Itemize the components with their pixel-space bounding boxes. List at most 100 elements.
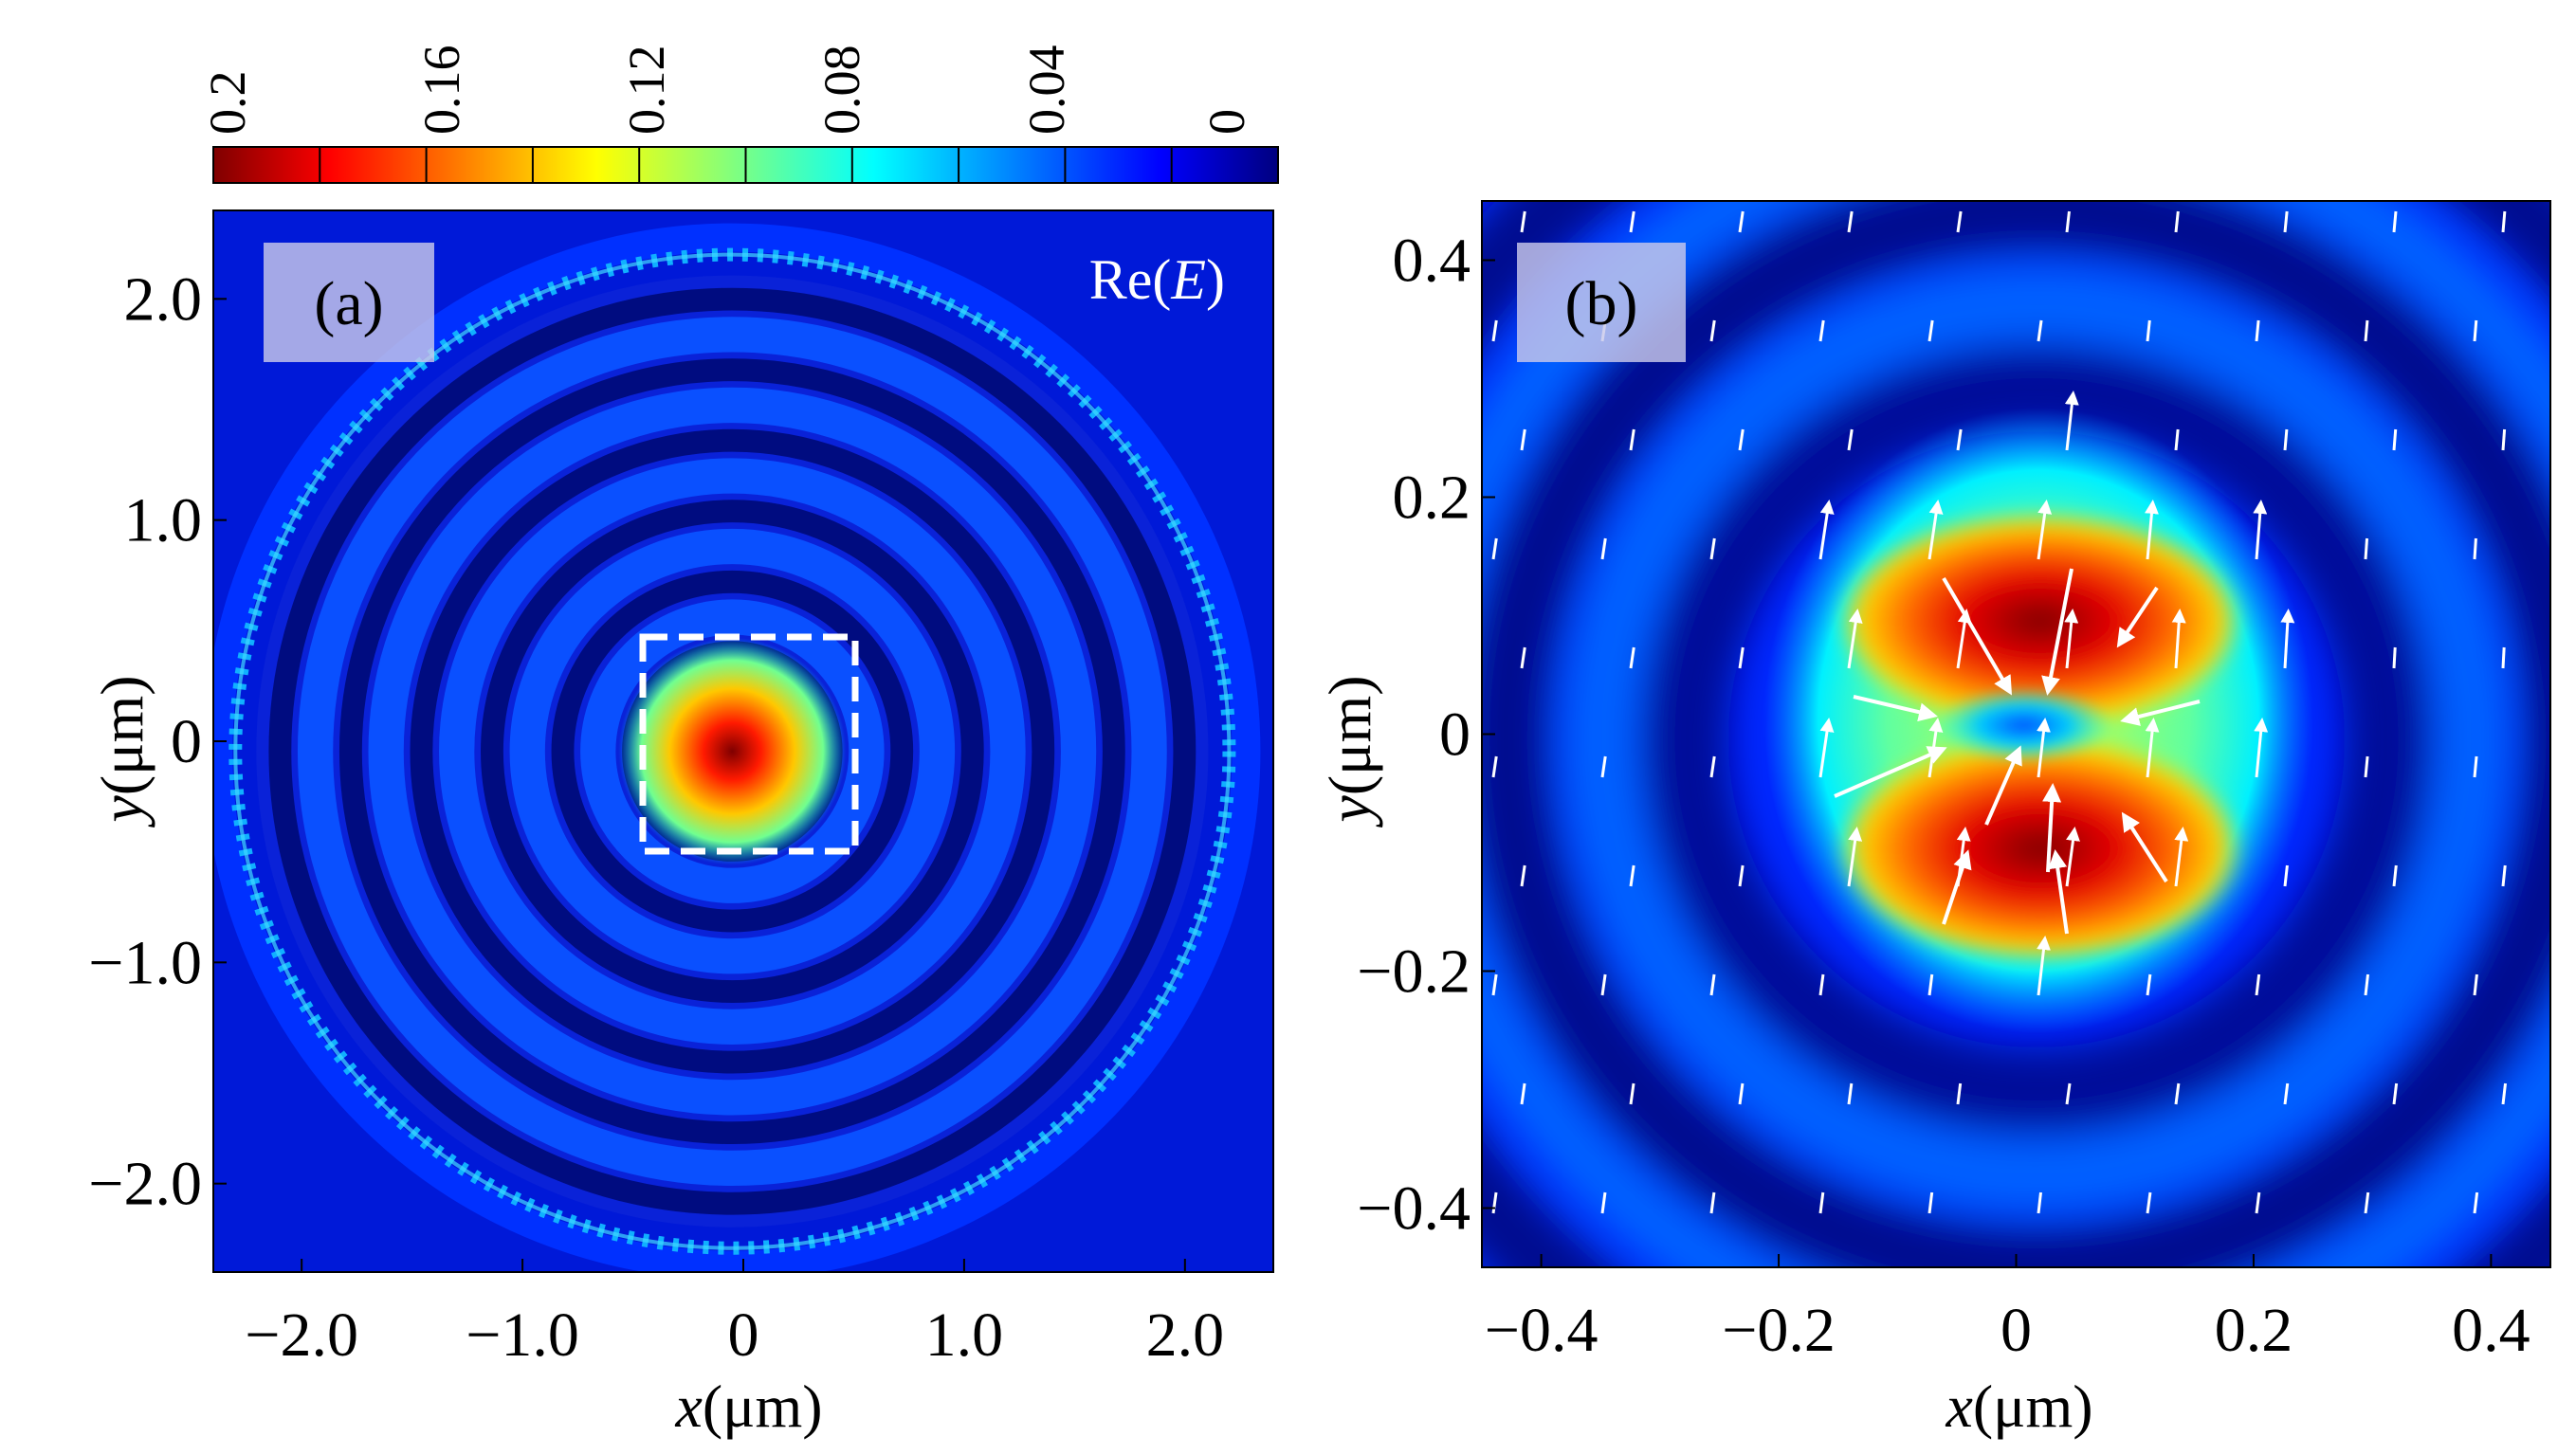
field-arrow <box>2144 500 2159 560</box>
field-arrow <box>1942 576 2013 696</box>
field-arrow <box>2065 827 2080 887</box>
field-arrow <box>1847 1082 1854 1105</box>
field-arrow <box>1600 973 1607 996</box>
colorbar-tick-label: 0 <box>1198 109 1255 135</box>
field-arrow <box>2065 210 2071 233</box>
field-arrow <box>2473 755 2478 778</box>
field-arrow <box>2283 210 2289 233</box>
field-arrow <box>1738 864 1745 887</box>
field-arrow <box>1927 1191 1934 1214</box>
field-arrow <box>2501 1082 2508 1105</box>
field-arrow <box>1520 864 1526 887</box>
field-arrow <box>1738 646 1745 669</box>
field-arrow <box>2473 319 2478 342</box>
field-arrow <box>2254 718 2269 778</box>
field-arrow <box>1847 827 1863 887</box>
panel-a-label-box <box>264 243 434 362</box>
x-tick-label: −1.0 <box>466 1300 579 1370</box>
field-arrow <box>1491 755 1498 778</box>
field-arrow <box>2473 537 2477 560</box>
field-arrow <box>1520 1082 1526 1105</box>
field-arrow <box>2364 755 2369 778</box>
x-tick-label: −2.0 <box>245 1300 358 1370</box>
field-arrow <box>2392 428 2398 451</box>
panel-a-center-peak <box>618 637 847 865</box>
field-arrow <box>2145 718 2160 778</box>
y-tick-label: −1.0 <box>88 928 202 997</box>
field-arrow <box>2064 609 2079 669</box>
panel-b-label: (b) <box>1565 269 1638 338</box>
colorbar-tick-label: 0.04 <box>1018 45 1075 136</box>
field-arrow <box>2121 811 2168 883</box>
field-arrow <box>1834 746 1947 798</box>
outer-halo <box>213 223 1261 1272</box>
field-arrow <box>2146 1191 2152 1214</box>
field-arrow <box>1491 319 1498 342</box>
field-arrow <box>2048 849 2069 935</box>
field-arrow <box>2065 1082 2072 1105</box>
y-tick-label: 1.0 <box>124 486 203 555</box>
field-arrow <box>1956 1082 1963 1105</box>
outer-ring-edge <box>233 252 1232 1250</box>
field-arrow <box>2116 586 2159 648</box>
dark-ring <box>551 570 914 933</box>
panel-a-label: (a) <box>314 269 383 338</box>
field-arrow <box>2037 718 2051 778</box>
panel-b-heatmap <box>1482 201 2550 1267</box>
y-tick-label: 0 <box>1439 700 1471 770</box>
field-arrow <box>1709 537 1716 560</box>
field-arrow <box>2171 609 2186 669</box>
panel-b-lobe-lower <box>1836 735 2244 962</box>
field-arrow <box>1927 973 1934 996</box>
field-arrow <box>2255 1191 2261 1214</box>
field-arrow <box>1600 1191 1607 1214</box>
field-arrow <box>2392 210 2398 233</box>
field-arrow <box>1709 1191 1716 1214</box>
y-tick-label: −0.4 <box>1357 1174 1471 1244</box>
panel-b: (b) −0.4 −0.2 0 0.2 0.4 0.4 0.2 0 −0.2 −0.4 x(μm)… <box>1316 200 2551 1440</box>
field-arrow <box>1709 319 1716 342</box>
field-arrow <box>1709 755 1716 778</box>
field-arrow <box>2501 428 2507 451</box>
panel-a-x-axis-label: x(μm) <box>674 1373 822 1440</box>
field-arrow <box>1818 718 1835 778</box>
field-arrow <box>1520 210 1526 233</box>
field-arrow <box>1520 428 1526 451</box>
bright-ring <box>509 528 956 974</box>
field-arrow <box>2473 1191 2479 1214</box>
field-arrow <box>2174 1082 2181 1105</box>
field-arrow <box>1818 319 1825 342</box>
field-arrow <box>1738 210 1745 233</box>
field-arrow <box>2174 428 2180 451</box>
field-arrow <box>1709 973 1716 996</box>
panel-b-field-arrows <box>1491 210 2508 1214</box>
field-arrow <box>2392 1082 2399 1105</box>
panel-b-y-axis-label: y(μm) <box>1316 675 1383 828</box>
x-tick-label: 0.2 <box>2215 1296 2293 1365</box>
bright-ring <box>439 458 1026 1045</box>
field-arrow <box>2174 210 2180 233</box>
field-arrow <box>1818 500 1835 560</box>
field-arrow <box>1942 849 1972 925</box>
colorbar: 0.2 0.16 0.12 0.08 0.04 0 <box>199 45 1279 184</box>
bright-ring <box>580 599 885 903</box>
field-arrow <box>2037 936 2051 996</box>
panel-a-y-axis-label: y(μm) <box>88 675 155 828</box>
field-arrow <box>2473 973 2478 996</box>
field-arrow <box>2392 864 2398 887</box>
field-arrow <box>1956 210 1963 233</box>
field-arrow <box>1818 973 1825 996</box>
x-tick-label: 1.0 <box>925 1300 1004 1370</box>
field-arrow <box>2174 827 2189 887</box>
panel-b-center-hole <box>1934 687 2114 763</box>
field-arrow <box>1629 210 1635 233</box>
x-tick-label: 0 <box>2001 1296 2032 1365</box>
panel-b-label-box <box>1517 243 1686 362</box>
x-tick-label: 0.4 <box>2452 1296 2530 1365</box>
x-tick-label: 0 <box>728 1300 759 1370</box>
dark-ring <box>481 500 984 1003</box>
field-arrow <box>1847 428 1854 451</box>
field-arrow <box>1629 646 1635 669</box>
field-arrow <box>1956 428 1963 451</box>
